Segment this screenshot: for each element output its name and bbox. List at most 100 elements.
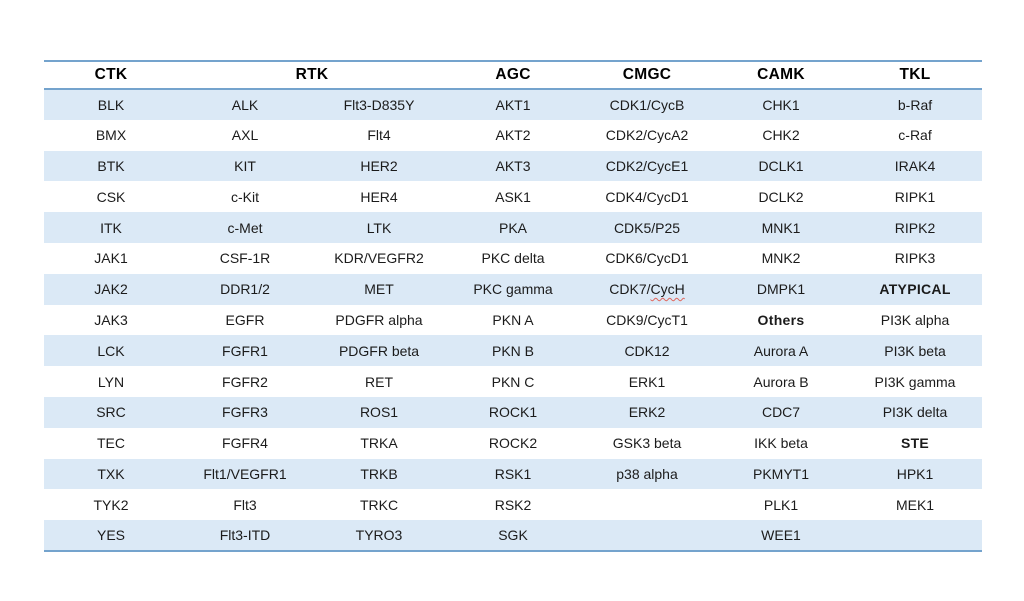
kinase-cell: TRKB [312, 458, 447, 490]
kinase-cell: BTK [44, 150, 178, 182]
kinase-cell: AKT2 [495, 127, 531, 144]
kinase-cell: TYK2 [93, 496, 129, 513]
table-row: BMX AXL Flt4 AKT2 CDK2/CycA2 CHK2 c-Raf [44, 120, 982, 151]
kinase-cell: PI3K delta [848, 396, 983, 428]
kinase-cell: PKN A [492, 311, 534, 328]
kinase-cell: PKN C [491, 373, 535, 390]
kinase-cell: FGFR2 [222, 373, 268, 390]
table-header-row: CTK RTK AGC CMGC CAMK TKL [44, 61, 983, 90]
kinase-cell: YES [44, 520, 178, 551]
family-label-cell: Others [757, 311, 805, 328]
kinase-cell: LTK [312, 212, 447, 243]
kinase-cell: Flt3 [233, 496, 257, 513]
kinase-cell: LYN [97, 373, 125, 390]
table-row: LYN FGFR2 RET PKN C ERK1 Aurora B PI3K gamma [44, 366, 982, 397]
column-header-cmgc: CMGC [580, 61, 715, 90]
table-row: ITK c-Met LTK PKA CDK5/P25 MNK1 RIPK2 [44, 212, 983, 243]
table-row: LCK FGFR1 PDGFR beta PKN B CDK12 Aurora A PI3K… [44, 335, 983, 367]
kinase-cell: AKT1 [446, 89, 581, 120]
kinase-cell: Flt3-D835Y [312, 89, 447, 120]
kinase-cell: MNK1 [714, 212, 849, 243]
kinase-cell: ERK1 [628, 373, 666, 390]
kinase-cell [580, 520, 715, 551]
kinase-cell: HER4 [360, 188, 398, 205]
table-body: BLK ALK Flt3-D835Y AKT1 CDK1/CycB CHK1 b-Raf BM… [44, 89, 983, 551]
table-row: TEC FGFR4 TRKA ROCK2 GSK3 beta IKK beta STE [44, 428, 982, 459]
kinase-cell: DDR1/2 [178, 273, 312, 305]
family-label-cell: ATYPICAL [848, 273, 983, 305]
kinase-cell: PKC delta [481, 250, 545, 267]
kinase-cell: DCLK2 [758, 188, 804, 205]
kinase-cell: GSK3 beta [612, 435, 682, 452]
kinase-family-table: CTK RTK AGC CMGC CAMK TKL BLK ALK Flt3-D83… [44, 60, 983, 552]
kinase-cell: Flt4 [367, 127, 391, 144]
kinase-cell: JAK1 [94, 250, 128, 267]
kinase-cell: MNK2 [761, 250, 801, 267]
column-header-ctk: CTK [44, 61, 178, 90]
kinase-cell: c-Met [178, 212, 312, 243]
kinase-cell: RSK2 [494, 496, 532, 513]
kinase-cell: PKN B [446, 335, 581, 367]
column-header-agc: AGC [446, 61, 581, 90]
kinase-cell: CDK6/CycD1 [605, 250, 689, 267]
kinase-cell: PI3K gamma [874, 373, 956, 390]
kinase-cell: CDK5/P25 [580, 212, 715, 243]
kinase-cell: Flt3-ITD [178, 520, 312, 551]
kinase-cell: PI3K beta [848, 335, 983, 367]
kinase-cell: HER2 [312, 150, 447, 182]
kinase-cell: IKK beta [754, 435, 808, 452]
table-row: BTK KIT HER2 AKT3 CDK2/CycE1 DCLK1 IRAK4 [44, 150, 983, 182]
family-label-cell: STE [900, 435, 930, 452]
kinase-cell [580, 489, 714, 520]
kinase-cell: RIPK1 [894, 188, 936, 205]
kinase-cell: CDK2/CycE1 [580, 150, 715, 182]
kinase-cell: RSK1 [446, 458, 581, 490]
kinase-cell: IRAK4 [848, 150, 983, 182]
kinase-cell: RET [365, 373, 393, 390]
kinase-cell: AXL [231, 127, 259, 144]
kinase-cell: PDGFR alpha [335, 311, 423, 328]
kinase-cell: PLK1 [763, 496, 799, 513]
kinase-cell: CSF-1R [219, 250, 271, 267]
kinase-cell: HPK1 [848, 458, 983, 490]
kinase-cell: ROCK2 [488, 435, 538, 452]
kinase-cell: RIPK2 [848, 212, 983, 243]
kinase-cell: c-Raf [898, 127, 932, 144]
kinase-cell: CDK1/CycB [580, 89, 715, 120]
kinase-cell: AKT3 [446, 150, 581, 182]
table-row: JAK3 EGFR PDGFR alpha PKN A CDK9/CycT1 Others… [44, 305, 982, 336]
kinase-cell: CDK7/CycH [580, 273, 715, 305]
kinase-cell: DMPK1 [714, 273, 849, 305]
kinase-cell: DCLK1 [714, 150, 849, 182]
kinase-cell: c-Kit [231, 188, 259, 205]
kinase-cell: CHK2 [762, 127, 800, 144]
kinase-cell: JAK2 [44, 273, 178, 305]
kinase-cell: CDC7 [714, 396, 849, 428]
column-header-camk: CAMK [714, 61, 849, 90]
kinase-cell: SGK [446, 520, 581, 551]
kinase-cell [848, 520, 983, 551]
kinase-cell: p38 alpha [580, 458, 715, 490]
kinase-cell: RIPK3 [894, 250, 936, 267]
kinase-cell: PI3K alpha [880, 311, 950, 328]
kinase-cell: ITK [44, 212, 178, 243]
kinase-cell: LCK [44, 335, 178, 367]
kinase-cell: CDK9/CycT1 [606, 311, 688, 328]
table-row: CSK c-Kit HER4 ASK1 CDK4/CycD1 DCLK2 RIPK1 [44, 181, 982, 212]
kinase-cell: CDK12 [580, 335, 715, 367]
table-row: JAK2 DDR1/2 MET PKC gamma CDK7/CycH DMPK1 ATYP… [44, 273, 983, 305]
kinase-cell: PKC gamma [446, 273, 581, 305]
kinase-cell: CDK4/CycD1 [605, 188, 689, 205]
kinase-cell: ERK2 [580, 396, 715, 428]
kinase-cell: ROS1 [312, 396, 447, 428]
kinase-cell: WEE1 [714, 520, 849, 551]
kinase-text: CDK7/ [609, 281, 651, 298]
kinase-cell: b-Raf [848, 89, 983, 120]
kinase-cell: TEC [97, 435, 125, 452]
kinase-cell: CHK1 [714, 89, 849, 120]
kinase-cell: KIT [178, 150, 312, 182]
column-header-tkl: TKL [848, 61, 983, 90]
kinase-cell: ALK [178, 89, 312, 120]
kinase-cell: CDK2/CycA2 [605, 127, 689, 144]
